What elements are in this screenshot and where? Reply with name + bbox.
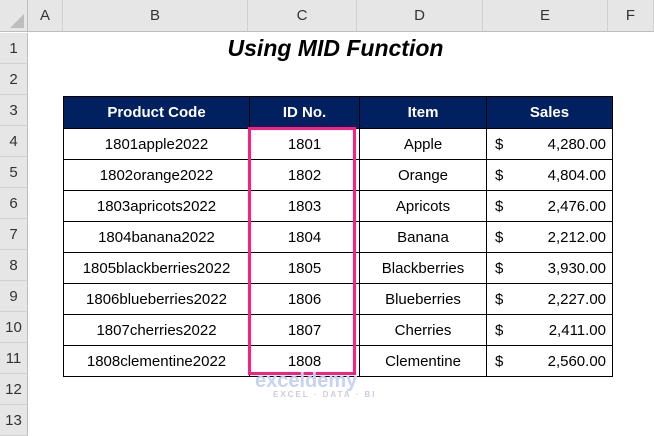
sales-value: 4,280.00 xyxy=(547,135,606,153)
sales-cell[interactable]: $2,227.00 xyxy=(486,283,613,315)
table-row: 1808clementine2022 1808 Clementine $2,560.0… xyxy=(63,345,613,377)
currency-symbol: $ xyxy=(495,321,504,339)
header-cell[interactable]: Sales xyxy=(486,96,613,129)
cell[interactable]: Orange xyxy=(359,159,487,191)
sales-value: 2,476.00 xyxy=(547,197,606,215)
row-header-3[interactable]: 3 xyxy=(0,95,28,126)
column-header-F[interactable]: F xyxy=(608,0,654,32)
table-row: 1802orange2022 1802 Orange $4,804.00 xyxy=(63,159,613,191)
header-cell[interactable]: ID No. xyxy=(249,96,360,129)
cell[interactable]: 1808 xyxy=(249,345,360,377)
row-header-5[interactable]: 5 xyxy=(0,157,28,188)
row-header-1[interactable]: 1 xyxy=(0,33,28,64)
cell[interactable]: 1803 xyxy=(249,190,360,222)
select-all-corner[interactable] xyxy=(0,0,28,32)
header-cell[interactable]: Product Code xyxy=(63,96,250,129)
cell[interactable]: 1807cherries2022 xyxy=(63,314,250,346)
watermark-tagline: EXCEL · DATA · BI xyxy=(273,390,377,399)
column-header-D[interactable]: D xyxy=(357,0,483,32)
row-header-8[interactable]: 8 xyxy=(0,250,28,281)
cell[interactable]: 1801 xyxy=(249,128,360,160)
table-row: 1806blueberries2022 1806 Blueberries $2,227… xyxy=(63,283,613,315)
row-header-12[interactable]: 12 xyxy=(0,374,28,405)
cell[interactable]: 1805blackberries2022 xyxy=(63,252,250,284)
row-header-9[interactable]: 9 xyxy=(0,281,28,312)
watermark-logo: exceldemy EXCEL · DATA · BI xyxy=(255,370,376,399)
cell[interactable]: 1803apricots2022 xyxy=(63,190,250,222)
table-row: 1803apricots2022 1803 Apricots $2,476.00 xyxy=(63,190,613,222)
column-header-E[interactable]: E xyxy=(483,0,608,32)
sales-value: 3,930.00 xyxy=(547,259,606,277)
row-header-11[interactable]: 11 xyxy=(0,343,28,374)
currency-symbol: $ xyxy=(495,166,504,184)
cell[interactable]: Blueberries xyxy=(359,283,487,315)
cell[interactable]: 1802orange2022 xyxy=(63,159,250,191)
cell[interactable]: 1806 xyxy=(249,283,360,315)
cell[interactable]: Cherries xyxy=(359,314,487,346)
column-header-B[interactable]: B xyxy=(63,0,248,32)
sales-value: 2,560.00 xyxy=(547,352,606,370)
currency-symbol: $ xyxy=(495,259,504,277)
sales-value: 2,212.00 xyxy=(547,228,606,246)
header-cell[interactable]: Item xyxy=(359,96,487,129)
cell[interactable]: Blackberries xyxy=(359,252,487,284)
cell[interactable]: Clementine xyxy=(359,345,487,377)
cell[interactable]: Apricots xyxy=(359,190,487,222)
currency-symbol: $ xyxy=(495,352,504,370)
sales-cell[interactable]: $3,930.00 xyxy=(486,252,613,284)
sales-cell[interactable]: $2,476.00 xyxy=(486,190,613,222)
cell[interactable]: 1802 xyxy=(249,159,360,191)
currency-symbol: $ xyxy=(495,290,504,308)
row-header-4[interactable]: 4 xyxy=(0,126,28,157)
data-table: Product Code ID No. Item Sales 1801apple202… xyxy=(63,96,613,377)
cell[interactable]: Apple xyxy=(359,128,487,160)
cell[interactable]: Banana xyxy=(359,221,487,253)
table-row: 1801apple2022 1801 Apple $4,280.00 xyxy=(63,128,613,160)
cell[interactable]: 1804 xyxy=(249,221,360,253)
row-header-13[interactable]: 13 xyxy=(0,405,28,436)
table-row: 1804banana2022 1804 Banana $2,212.00 xyxy=(63,221,613,253)
sales-value: 2,227.00 xyxy=(547,290,606,308)
sales-cell[interactable]: $2,411.00 xyxy=(486,314,613,346)
watermark-name: exceldemy xyxy=(255,370,358,392)
currency-symbol: $ xyxy=(495,197,504,215)
row-header-7[interactable]: 7 xyxy=(0,219,28,250)
sales-value: 4,804.00 xyxy=(547,166,606,184)
cell[interactable]: 1804banana2022 xyxy=(63,221,250,253)
sales-value: 2,411.00 xyxy=(548,321,606,339)
row-header-10[interactable]: 10 xyxy=(0,312,28,343)
row-header-2[interactable]: 2 xyxy=(0,64,28,95)
cell[interactable]: 1808clementine2022 xyxy=(63,345,250,377)
cell[interactable]: 1801apple2022 xyxy=(63,128,250,160)
cell[interactable]: 1807 xyxy=(249,314,360,346)
sales-cell[interactable]: $2,212.00 xyxy=(486,221,613,253)
sheet-title: Using MID Function xyxy=(227,35,444,61)
column-header-C[interactable]: C xyxy=(248,0,357,32)
column-header-A[interactable]: A xyxy=(28,0,63,32)
cell[interactable]: 1805 xyxy=(249,252,360,284)
sales-cell[interactable]: $4,280.00 xyxy=(486,128,613,160)
cell[interactable]: 1806blueberries2022 xyxy=(63,283,250,315)
currency-symbol: $ xyxy=(495,135,504,153)
table-row: 1805blackberries2022 1805 Blackberries $3,9… xyxy=(63,252,613,284)
sales-cell[interactable]: $2,560.00 xyxy=(486,345,613,377)
sales-cell[interactable]: $4,804.00 xyxy=(486,159,613,191)
currency-symbol: $ xyxy=(495,228,504,246)
row-header-6[interactable]: 6 xyxy=(0,188,28,219)
table-row: 1807cherries2022 1807 Cherries $2,411.00 xyxy=(63,314,613,346)
